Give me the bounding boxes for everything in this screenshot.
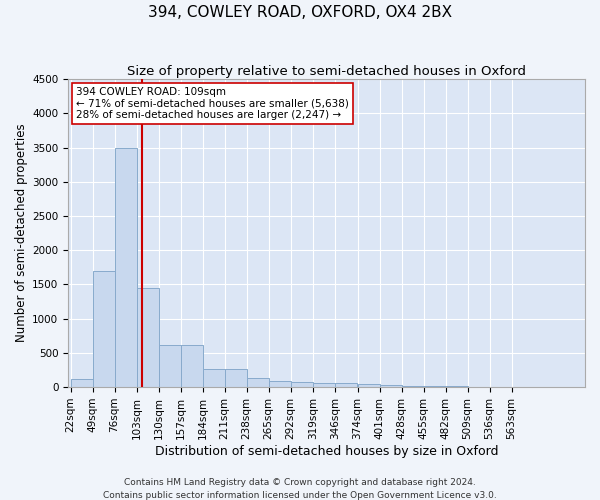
- Title: Size of property relative to semi-detached houses in Oxford: Size of property relative to semi-detach…: [127, 65, 526, 78]
- Bar: [115, 148, 137, 387]
- Bar: [247, 378, 269, 387]
- Bar: [181, 344, 203, 387]
- Text: 394 COWLEY ROAD: 109sqm
← 71% of semi-detached houses are smaller (5,638)
28% of: 394 COWLEY ROAD: 109sqm ← 71% of semi-de…: [76, 87, 349, 120]
- Bar: [446, 386, 467, 387]
- Bar: [380, 385, 401, 387]
- Bar: [224, 370, 247, 387]
- Text: Contains HM Land Registry data © Crown copyright and database right 2024.
Contai: Contains HM Land Registry data © Crown c…: [103, 478, 497, 500]
- Bar: [335, 383, 357, 387]
- Y-axis label: Number of semi-detached properties: Number of semi-detached properties: [15, 124, 28, 342]
- Bar: [290, 382, 313, 387]
- Bar: [467, 386, 490, 387]
- Bar: [401, 386, 424, 387]
- Bar: [203, 368, 224, 387]
- Bar: [92, 271, 115, 387]
- Bar: [269, 380, 290, 387]
- Bar: [313, 383, 335, 387]
- Bar: [71, 379, 92, 387]
- Text: 394, COWLEY ROAD, OXFORD, OX4 2BX: 394, COWLEY ROAD, OXFORD, OX4 2BX: [148, 5, 452, 20]
- Bar: [158, 344, 181, 387]
- Bar: [137, 288, 158, 387]
- Bar: [358, 384, 380, 387]
- Bar: [424, 386, 446, 387]
- X-axis label: Distribution of semi-detached houses by size in Oxford: Distribution of semi-detached houses by …: [155, 444, 499, 458]
